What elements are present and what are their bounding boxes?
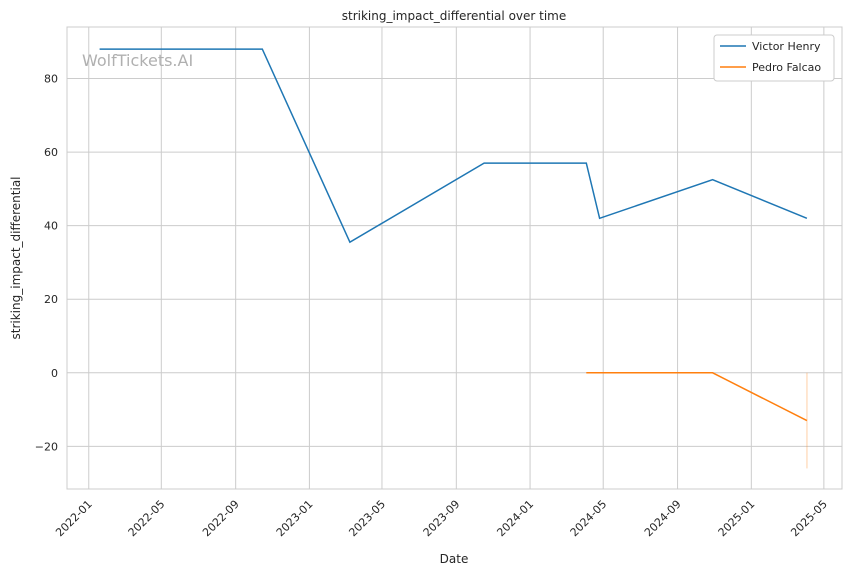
watermark: WolfTickets.AI	[82, 51, 193, 70]
ticks: 2022-01 2022-05 2022-09 2023-01 2023-05 2023-…	[35, 72, 830, 539]
y-tick-label: 40	[44, 220, 58, 233]
x-tick-label: 2023-05	[346, 498, 388, 540]
y-tick-label: 80	[44, 72, 58, 85]
x-axis-label: Date	[440, 552, 469, 566]
x-tick-label: 2022-05	[126, 498, 168, 540]
chart-title: striking_impact_differential over time	[342, 9, 567, 23]
y-tick-label: −20	[35, 440, 58, 453]
series-line-pedro-falcao	[586, 372, 808, 422]
y-axis-label: striking_impact_differential	[9, 176, 23, 339]
series-lines	[99, 48, 808, 469]
y-tick-label: 60	[44, 146, 58, 159]
legend: Victor Henry Pedro Falcao	[713, 34, 835, 82]
x-tick-label: 2022-01	[53, 498, 95, 540]
series-line-victor-henry	[99, 48, 808, 244]
grid	[67, 27, 842, 489]
legend-label-victor-henry: Victor Henry	[752, 40, 821, 53]
x-tick-label: 2022-09	[200, 498, 242, 540]
x-tick-label: 2025-05	[788, 498, 830, 540]
x-tick-label: 2023-01	[274, 498, 316, 540]
x-tick-label: 2024-05	[568, 498, 610, 540]
legend-label-pedro-falcao: Pedro Falcao	[752, 61, 821, 74]
plot-frame	[66, 26, 843, 490]
y-tick-label: 20	[44, 293, 58, 306]
x-tick-label: 2024-09	[642, 498, 684, 540]
y-tick-label: 0	[51, 367, 58, 380]
x-tick-label: 2024-01	[494, 498, 536, 540]
x-tick-label: 2025-01	[716, 498, 758, 540]
x-tick-label: 2023-09	[421, 498, 463, 540]
